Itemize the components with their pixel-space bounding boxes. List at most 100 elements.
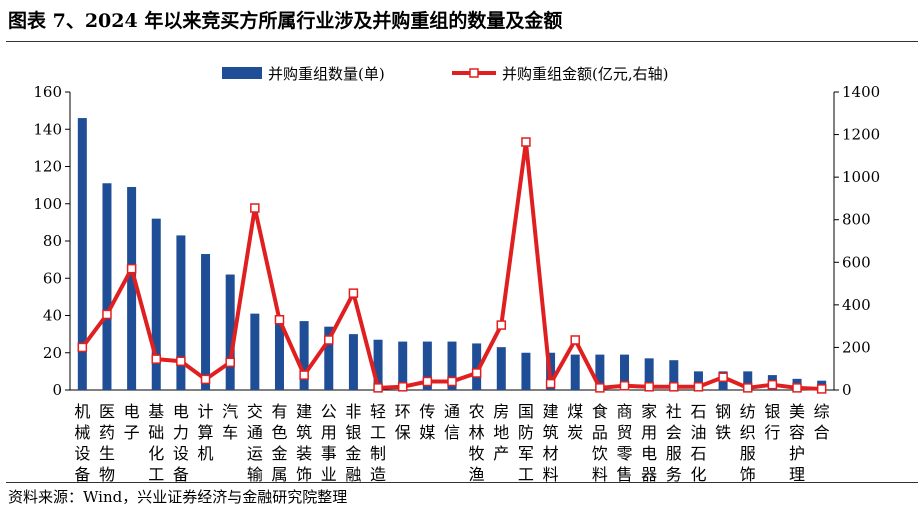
category-label: 计算机 (198, 402, 214, 463)
bar (496, 347, 506, 390)
category-label: 石油石化 (690, 402, 706, 484)
category-label: 纺织服饰 (740, 402, 756, 484)
bar (644, 358, 654, 390)
legend: 并购重组数量(单) 并购重组金额(亿元,右轴) (222, 65, 668, 83)
bar (324, 326, 334, 390)
chart-title: 图表 7、2024 年以来竞买方所属行业涉及并购重组的数量及金额 (8, 10, 563, 32)
line-point (324, 335, 334, 345)
right-tick-label: 600 (842, 253, 871, 271)
left-tick-label: 60 (43, 269, 62, 287)
bar (595, 354, 605, 390)
left-tick-label: 100 (33, 195, 62, 213)
line-point (77, 342, 88, 353)
category-label: 银行 (764, 402, 780, 442)
left-tick-label: 20 (43, 344, 62, 362)
line-point (792, 383, 802, 393)
line-point (176, 356, 186, 367)
category-label: 房地产 (493, 402, 509, 463)
bar (151, 218, 161, 390)
left-tick-label: 80 (43, 232, 62, 250)
line-point (644, 382, 654, 392)
category-label: 非银金融 (345, 402, 361, 484)
line-point (545, 378, 556, 389)
right-tick-label: 1200 (842, 126, 880, 144)
line-point (521, 137, 531, 147)
bar (743, 371, 753, 390)
bar (176, 235, 186, 390)
right-tick-label: 1000 (842, 168, 880, 186)
category-label: 公用事业 (321, 402, 337, 484)
category-label: 医药生物 (99, 402, 115, 484)
category-label: 有色金属 (271, 402, 287, 484)
category-label: 交通运输 (247, 402, 263, 484)
category-label: 美容护理 (789, 402, 805, 484)
line-point (767, 379, 778, 390)
category-label: 综合 (814, 402, 830, 442)
category-label: 建筑装饰 (296, 402, 312, 484)
line-point (669, 382, 679, 392)
line-point (373, 383, 383, 393)
line-point (348, 288, 359, 298)
source-divider (6, 482, 918, 483)
bar (225, 274, 235, 390)
source-note: 资料来源：Wind，兴业证券经济与金融研究院整理 (8, 488, 348, 506)
line-point (619, 380, 630, 391)
category-label: 商贸零售 (617, 402, 633, 484)
bar (669, 360, 679, 390)
right-tick-label: 200 (842, 338, 871, 356)
right-tick-label: 0 (842, 381, 852, 399)
category-label: 机械设备 (74, 402, 90, 484)
legend-line-marker (469, 68, 479, 78)
line-point (496, 320, 507, 330)
right-tick-label: 1400 (842, 83, 880, 101)
legend-bar-label: 并购重组数量(单) (268, 65, 385, 83)
bar (472, 343, 482, 390)
category-labels: 机械设备医药生物电子基础化工电力设备计算机汽车交通运输有色金属建筑装饰公用事业非… (74, 402, 829, 484)
category-label: 汽车 (222, 402, 238, 442)
line-point (422, 376, 433, 387)
left-tick-label: 0 (52, 381, 62, 399)
line-point (151, 354, 162, 364)
bar (348, 334, 358, 390)
line-point (299, 370, 309, 380)
category-label: 食品饮料 (592, 402, 608, 484)
line-point (397, 382, 408, 392)
line-point (447, 376, 457, 387)
left-tick-label: 160 (33, 83, 62, 101)
bar (77, 118, 87, 390)
line-point (102, 309, 112, 320)
category-label: 农林牧渔 (469, 402, 485, 484)
category-label: 国防军工 (518, 402, 534, 484)
line-point (718, 372, 728, 382)
bar (373, 339, 383, 390)
bar (521, 352, 531, 390)
category-label: 电力设备 (173, 402, 189, 484)
category-label: 社会服务 (666, 402, 682, 484)
category-label: 家用电器 (641, 402, 657, 484)
line-point (693, 382, 704, 392)
bar (693, 371, 703, 390)
category-label: 基础化工 (148, 402, 164, 484)
bar (422, 341, 432, 390)
category-label: 电子 (124, 402, 140, 442)
line-series (77, 137, 827, 394)
bar (127, 186, 137, 390)
bar (274, 319, 284, 390)
bar (201, 254, 211, 390)
title-divider (6, 41, 918, 42)
category-label: 通信 (444, 402, 460, 442)
left-tick-label: 40 (43, 307, 62, 325)
line-point (595, 383, 605, 393)
bar (102, 183, 112, 390)
right-tick-label: 800 (842, 211, 871, 229)
line-point (274, 315, 285, 325)
line-point (471, 368, 482, 378)
category-label: 建筑材料 (543, 402, 559, 484)
legend-line-label: 并购重组金额(亿元,右轴) (502, 65, 668, 83)
line-point (570, 335, 580, 345)
bar (398, 341, 408, 390)
left-tick-label: 140 (33, 120, 62, 138)
line-point (250, 203, 260, 213)
bar (447, 341, 457, 390)
category-label: 煤炭 (567, 402, 583, 442)
